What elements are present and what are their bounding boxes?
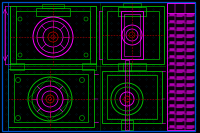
- Bar: [10, 63, 24, 70]
- Bar: [107, 11, 159, 59]
- Bar: [123, 63, 131, 71]
- Bar: [10, 6, 16, 64]
- Bar: [42, 4, 64, 8]
- Bar: [121, 120, 133, 130]
- Bar: [102, 71, 162, 123]
- Bar: [14, 74, 88, 122]
- Bar: [125, 60, 129, 130]
- Bar: [36, 8, 70, 16]
- Bar: [102, 6, 164, 64]
- Bar: [121, 11, 143, 59]
- Bar: [10, 6, 96, 64]
- Bar: [124, 14, 140, 56]
- Bar: [107, 75, 157, 119]
- Bar: [123, 3, 141, 7]
- Bar: [118, 63, 146, 70]
- Bar: [82, 63, 96, 70]
- Bar: [118, 7, 146, 16]
- Bar: [16, 11, 90, 59]
- Bar: [8, 69, 94, 127]
- Bar: [90, 6, 96, 64]
- Bar: [167, 3, 195, 13]
- Bar: [167, 3, 195, 130]
